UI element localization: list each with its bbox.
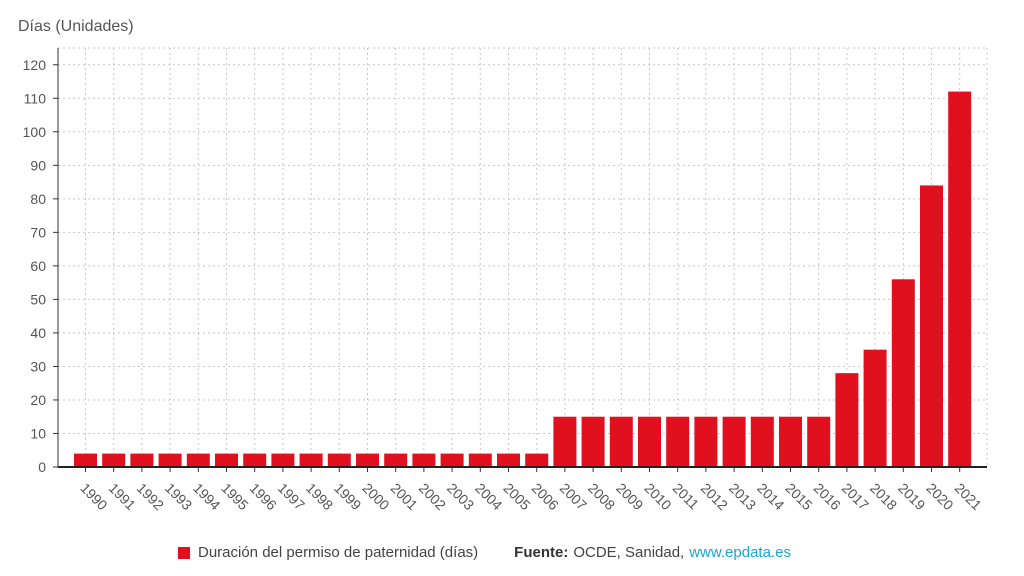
x-tick-label: 1998 <box>303 480 336 513</box>
bar-1992 <box>130 453 154 467</box>
x-tick-label: 2015 <box>782 480 815 513</box>
bar-2016 <box>807 416 831 467</box>
y-tick-label: 60 <box>30 258 46 274</box>
legend-series-label: Duración del permiso de paternidad (días… <box>198 544 479 561</box>
y-tick-label: 20 <box>30 392 46 408</box>
y-axis-title: Días (Unidades) <box>18 18 134 35</box>
bar-2005 <box>497 453 520 467</box>
y-tick-label: 90 <box>30 157 46 173</box>
x-tick-label: 2016 <box>811 480 844 513</box>
bar-2006 <box>525 453 549 467</box>
bar-2011 <box>666 416 690 467</box>
bar-2012 <box>694 416 718 467</box>
x-tick-label: 2017 <box>839 480 872 513</box>
bar-2019 <box>891 279 915 467</box>
y-tick-label: 0 <box>38 459 46 475</box>
source-link[interactable]: www.epdata.es <box>689 544 791 561</box>
bar-2000 <box>356 453 379 467</box>
bar-2001 <box>384 453 408 467</box>
bar-2020 <box>920 185 943 467</box>
bar-1994 <box>186 453 210 467</box>
bar-2009 <box>609 416 633 467</box>
x-tick-label: 2000 <box>359 480 392 513</box>
y-tick-label: 10 <box>30 425 46 441</box>
bar-2014 <box>750 416 774 467</box>
x-tick-label: 1990 <box>77 480 110 513</box>
bar-2007 <box>553 416 577 467</box>
bar-1996 <box>243 453 267 467</box>
x-tick-label: 2009 <box>613 480 646 513</box>
bar-2013 <box>722 416 746 467</box>
x-tick-label: 1997 <box>275 480 308 513</box>
x-tick-label: 2001 <box>388 480 421 513</box>
x-tick-label: 2010 <box>641 480 674 513</box>
x-tick-label: 1993 <box>162 480 195 513</box>
bar-2015 <box>779 416 802 467</box>
bar-2003 <box>440 453 464 467</box>
legend: Duración del permiso de paternidad (días… <box>178 544 791 561</box>
x-tick-label: 2020 <box>923 480 956 513</box>
bar-1998 <box>299 453 323 467</box>
bar-2010 <box>638 416 661 467</box>
x-tick-label: 2006 <box>529 480 562 513</box>
x-tick-label: 2014 <box>754 480 787 513</box>
y-tick-label: 100 <box>23 124 47 140</box>
x-tick-label: 1991 <box>106 480 139 513</box>
legend-swatch <box>178 546 190 559</box>
x-tick-label: 2019 <box>895 480 928 513</box>
x-tick-label: 1995 <box>218 480 251 513</box>
x-tick-label: 1994 <box>190 480 223 513</box>
bar-1999 <box>327 453 351 467</box>
bar-2017 <box>835 373 859 467</box>
x-tick-label: 2012 <box>698 480 731 513</box>
source-text: OCDE, Sanidad, <box>573 544 685 561</box>
x-tick-label: 2005 <box>500 480 533 513</box>
x-tick-label: 2004 <box>472 480 505 513</box>
x-tick-label: 2013 <box>726 480 759 513</box>
bar-1991 <box>102 453 126 467</box>
bar-1990 <box>74 453 97 467</box>
y-tick-label: 30 <box>30 358 46 374</box>
bar-1995 <box>215 453 238 467</box>
x-tick-label: 2008 <box>585 480 618 513</box>
y-tick-label: 80 <box>30 191 46 207</box>
x-tick-label: 2021 <box>952 480 985 513</box>
bar-2004 <box>468 453 492 467</box>
x-tick-label: 2002 <box>416 480 449 513</box>
bar-1997 <box>271 453 295 467</box>
bar-1993 <box>158 453 182 467</box>
x-tick-label: 1999 <box>331 480 364 513</box>
bar-chart: 0 10 20 30 40 50 60 70 80 90 100 110 120 199019911992… <box>23 47 988 513</box>
y-tick-label: 50 <box>30 291 46 307</box>
bar-2002 <box>412 453 436 467</box>
bar-2021 <box>948 91 972 468</box>
bar-2008 <box>581 416 605 467</box>
x-tick-label: 2003 <box>444 480 477 513</box>
x-tick-label: 2007 <box>557 480 590 513</box>
x-tick-label: 2011 <box>670 480 703 513</box>
y-tick-label: 40 <box>30 325 46 341</box>
source-label: Fuente: <box>514 544 569 561</box>
x-tick-label: 1992 <box>134 480 167 513</box>
y-tick-label: 110 <box>24 90 47 106</box>
x-tick-label: 2018 <box>867 480 900 513</box>
y-tick-label: 120 <box>23 57 47 73</box>
bar-2018 <box>863 349 887 467</box>
y-tick-label: 70 <box>30 224 46 240</box>
x-tick-label: 1996 <box>247 480 280 513</box>
